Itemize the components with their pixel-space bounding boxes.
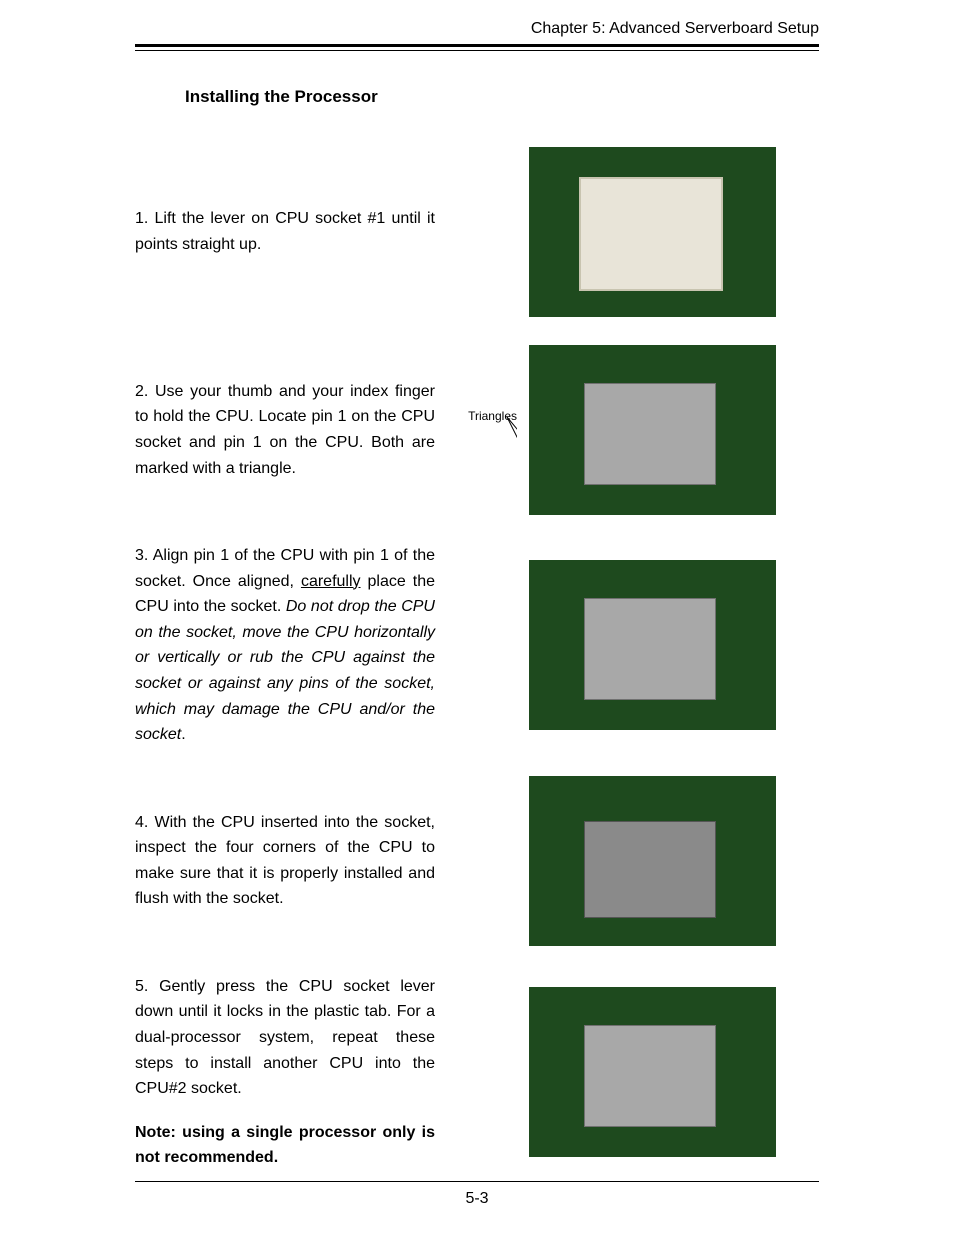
step-body: 2. Use your thumb and your index finger … [135,383,435,477]
step-body: 5. Gently press the CPU socket lever dow… [135,978,435,1097]
step-body: 4. With the CPU inserted into the socket… [135,814,435,908]
annotation-label: Triangles [447,409,517,423]
section-title: Installing the Processor [185,87,819,107]
step-image-cpu-locked [529,987,776,1157]
step-row: 3. Align pin 1 of the CPU with pin 1 of … [135,543,819,748]
page-number: 5-3 [135,1190,819,1208]
step-text: 4. With the CPU inserted into the socket… [135,810,435,912]
step-text: 3. Align pin 1 of the CPU with pin 1 of … [135,543,435,748]
step-text: 1. Lift the lever on CPU socket #1 until… [135,206,435,257]
step-image-cpu-hold [529,345,776,515]
step-body: 1. Lift the lever on CPU socket #1 until… [135,210,435,253]
step-body-suffix: . [181,726,185,743]
step-row: 4. With the CPU inserted into the socket… [135,776,819,946]
chapter-title: Chapter 5: Advanced Serverboard Setup [531,20,819,37]
steps-list: 1. Lift the lever on CPU socket #1 until… [135,147,819,1171]
step-image-cpu-seated [529,776,776,946]
annotation-leader-lines [447,417,517,457]
step-image-cpu-align [529,560,776,730]
document-page: Chapter 5: Advanced Serverboard Setup In… [0,0,954,1238]
step-body-underlined: carefully [301,573,361,590]
step-row: 1. Lift the lever on CPU socket #1 until… [135,147,819,317]
step-note: Note: using a single processor only is n… [135,1120,435,1171]
step-body-italic: Do not drop the CPU on the socket, move … [135,598,435,743]
step-text: 2. Use your thumb and your index finger … [135,379,435,481]
annotation-column: Triangles [447,403,517,457]
step-row: 2. Use your thumb and your index finger … [135,345,819,515]
step-image-socket [529,147,776,317]
footer-rule [135,1181,819,1182]
step-row: 5. Gently press the CPU socket lever dow… [135,974,819,1171]
chapter-header: Chapter 5: Advanced Serverboard Setup [135,20,819,47]
step-text: 5. Gently press the CPU socket lever dow… [135,974,435,1171]
